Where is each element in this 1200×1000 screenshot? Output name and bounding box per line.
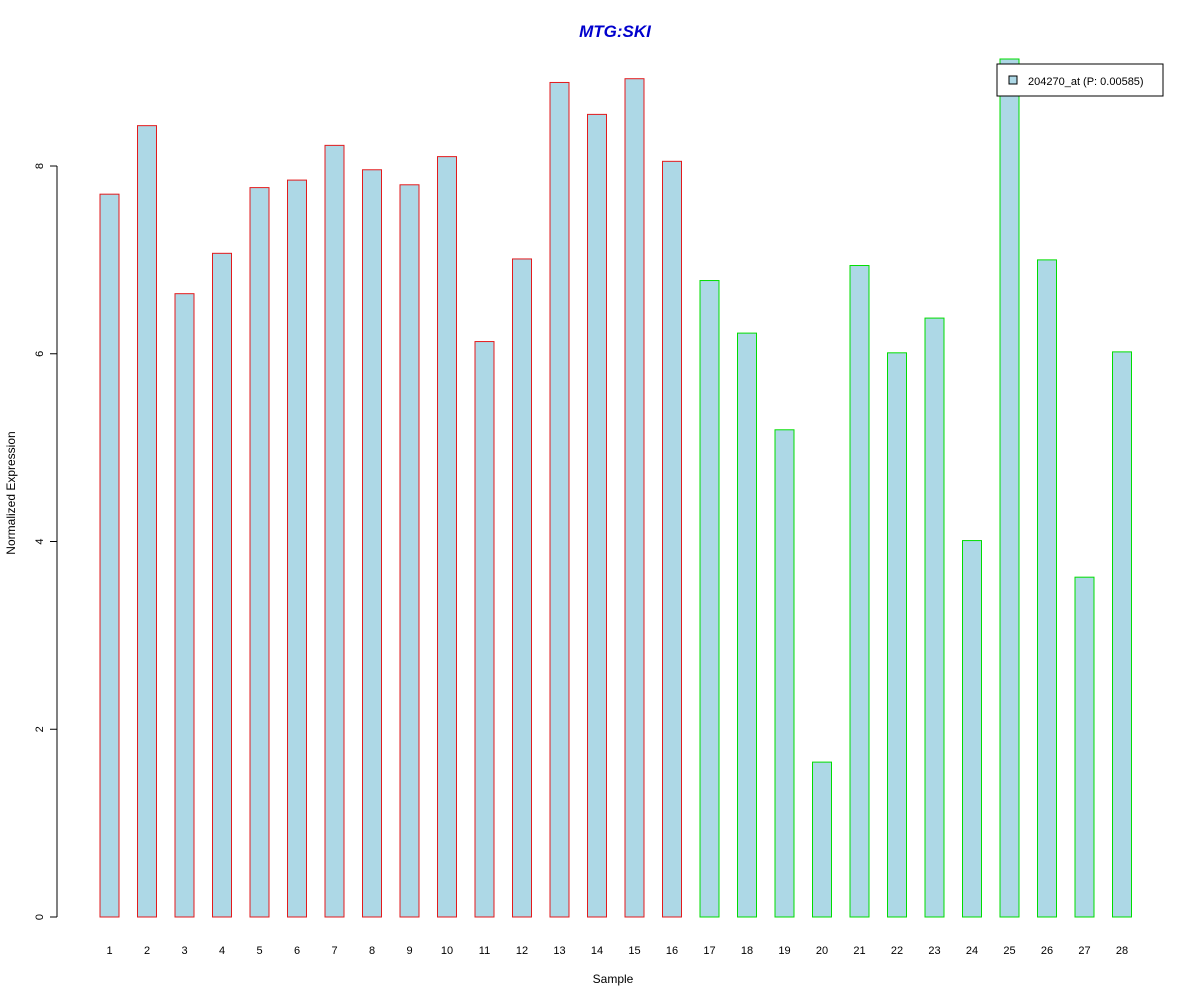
x-tick-label: 22 <box>891 945 903 957</box>
bar <box>587 113 607 918</box>
bar <box>399 184 420 918</box>
bar <box>962 540 982 918</box>
bar <box>849 265 870 918</box>
bar <box>924 317 945 918</box>
x-tick-label: 7 <box>331 945 337 957</box>
bar <box>474 341 495 918</box>
bar <box>1074 576 1095 918</box>
x-tick-label: 18 <box>741 945 753 957</box>
bar <box>437 156 457 918</box>
legend-label: 204270_at (P: 0.00585) <box>1028 76 1144 88</box>
x-tick-label: 28 <box>1116 945 1128 957</box>
bar <box>1112 351 1132 918</box>
y-tick-label: 0 <box>34 914 46 920</box>
bar <box>737 332 757 918</box>
y-tick-label: 8 <box>34 163 46 169</box>
x-tick-label: 1 <box>106 945 112 957</box>
y-axis-label: Normalized Expression <box>4 431 18 554</box>
bar <box>1037 259 1057 918</box>
x-tick-label: 3 <box>181 945 187 957</box>
x-tick-label: 24 <box>966 945 978 957</box>
x-tick-label: 12 <box>516 945 528 957</box>
x-tick-label: 25 <box>1003 945 1015 957</box>
bar <box>212 252 232 918</box>
bar <box>812 761 832 918</box>
x-tick-label: 23 <box>928 945 940 957</box>
x-tick-label: 8 <box>369 945 375 957</box>
bar <box>137 125 157 918</box>
bar <box>174 293 195 918</box>
bar <box>249 187 270 918</box>
x-tick-labels: 1 2 3 4 5 6 7 8 9 10 11 12 13 14 15 16 17 18 19 20 21 22 23 24 2… <box>106 945 1128 957</box>
bar <box>774 429 795 918</box>
x-tick-label: 26 <box>1041 945 1053 957</box>
x-tick-label: 2 <box>144 945 150 957</box>
bar <box>362 169 382 918</box>
x-tick-label: 17 <box>703 945 715 957</box>
bar <box>549 81 570 918</box>
bar <box>999 58 1020 918</box>
x-tick-label: 14 <box>591 945 603 957</box>
bar <box>512 258 532 918</box>
legend-swatch <box>1008 75 1018 85</box>
x-tick-label: 20 <box>816 945 828 957</box>
x-tick-label: 10 <box>441 945 453 957</box>
x-tick-label: 5 <box>256 945 262 957</box>
x-tick-label: 15 <box>628 945 640 957</box>
y-axis: 0 2 4 6 8 <box>34 163 58 920</box>
x-axis-label: Sample <box>593 972 634 986</box>
x-tick-label: 11 <box>479 945 490 957</box>
x-tick-label: 4 <box>219 945 225 957</box>
x-tick-label: 27 <box>1078 945 1090 957</box>
x-tick-label: 13 <box>553 945 565 957</box>
bar <box>287 179 307 918</box>
y-tick-label: 6 <box>34 351 46 357</box>
bar <box>324 144 345 918</box>
x-tick-label: 16 <box>666 945 678 957</box>
x-tick-label: 9 <box>406 945 412 957</box>
bar <box>887 352 907 918</box>
y-tick-label: 2 <box>34 726 46 732</box>
y-tick-label: 4 <box>34 538 46 544</box>
bar <box>624 78 645 918</box>
x-tick-label: 21 <box>853 945 865 957</box>
bar <box>699 280 720 918</box>
x-tick-label: 6 <box>294 945 300 957</box>
bar <box>99 193 120 918</box>
legend-box <box>996 63 1164 97</box>
bar <box>662 160 682 918</box>
bars-group <box>99 58 1132 918</box>
chart-title: MTG:SKI <box>579 22 652 41</box>
legend: 204270_at (P: 0.00585) <box>996 63 1164 97</box>
x-tick-label: 19 <box>778 945 790 957</box>
